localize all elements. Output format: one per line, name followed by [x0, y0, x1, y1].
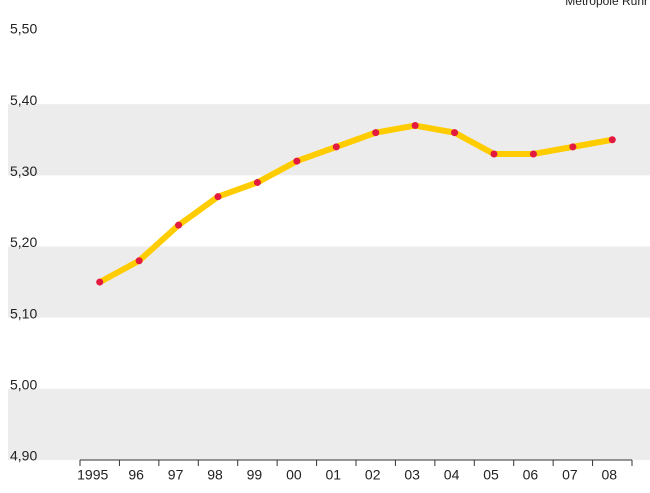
point: [293, 157, 301, 165]
grid-band: [8, 246, 650, 318]
point: [96, 278, 104, 286]
x-tick-label: 08: [601, 467, 617, 483]
x-tick-label: 01: [325, 467, 341, 483]
grid-band: [8, 388, 650, 460]
point: [175, 221, 183, 229]
y-tick-label: 5,00: [10, 377, 37, 393]
grid-band: [8, 104, 650, 176]
x-tick-label: 06: [523, 467, 539, 483]
x-tick-label: 99: [247, 467, 263, 483]
point: [253, 178, 261, 186]
point: [608, 136, 616, 144]
point: [451, 129, 459, 137]
series-label: Metropole Ruhr: [565, 0, 648, 8]
x-tick-label: 1995: [77, 467, 108, 483]
point: [490, 150, 498, 158]
x-tick-label: 04: [444, 467, 460, 483]
x-tick-label: 97: [168, 467, 184, 483]
point: [135, 257, 143, 265]
line: [96, 122, 616, 286]
y-tick-label: 5,20: [10, 234, 37, 250]
point: [372, 129, 380, 137]
x-tick-label: 96: [128, 467, 144, 483]
point: [411, 122, 419, 130]
point: [529, 150, 537, 158]
y-tick-label: 4,90: [10, 448, 37, 464]
point: [569, 143, 577, 151]
x-tick-label: 02: [365, 467, 381, 483]
x-tick-label: 03: [404, 467, 420, 483]
y-tick-label: 5,40: [10, 92, 37, 108]
point: [214, 193, 222, 201]
point: [332, 143, 340, 151]
x-tick-label: 00: [286, 467, 302, 483]
x-tick-label: 07: [562, 467, 578, 483]
y-tick-label: 5,10: [10, 305, 37, 321]
x-tick-label: 98: [207, 467, 223, 483]
x-tick-label: 05: [483, 467, 499, 483]
y-tick-label: 5,30: [10, 163, 37, 179]
y-tick-label: 5,50: [10, 21, 37, 37]
